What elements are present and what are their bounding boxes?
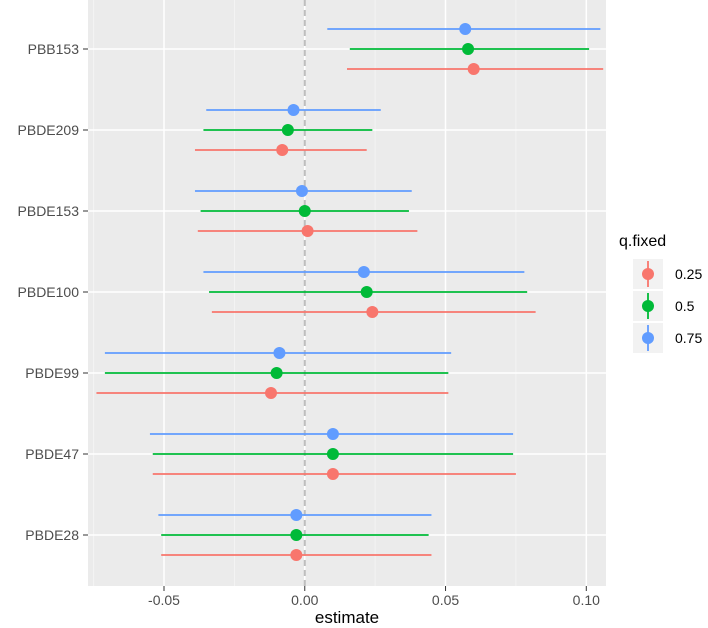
- data-marks: [96, 23, 604, 561]
- estimate-point: [276, 144, 289, 156]
- x-axis-title: estimate: [315, 608, 379, 627]
- estimate-point: [295, 185, 308, 197]
- legend-title: q.fixed: [619, 233, 666, 250]
- legend: q.fixed 0.25 0.5 0.75: [619, 233, 702, 353]
- y-tick-label: PBDE47: [25, 446, 79, 462]
- estimate-point: [287, 104, 300, 116]
- legend-label: 0.25: [675, 266, 702, 282]
- x-tick-label: 0.10: [573, 592, 600, 608]
- y-tick-label: PBDE153: [18, 203, 80, 219]
- y-tick-label: PBDE99: [25, 365, 79, 381]
- estimate-point: [264, 387, 277, 399]
- x-tick-label: -0.05: [148, 592, 180, 608]
- estimate-point: [357, 266, 370, 278]
- estimate-point: [290, 529, 303, 541]
- legend-label: 0.75: [675, 330, 702, 346]
- legend-key-point: [642, 268, 654, 280]
- plot-panel: [88, 0, 606, 586]
- x-tick-label: 0.05: [432, 592, 459, 608]
- estimate-point: [459, 23, 472, 35]
- estimate-point: [326, 428, 339, 440]
- estimate-point: [281, 124, 294, 136]
- estimate-point: [273, 347, 286, 359]
- estimate-point: [366, 306, 379, 318]
- estimate-point: [467, 63, 480, 75]
- y-tick-label: PBDE209: [18, 122, 80, 138]
- estimate-point: [290, 549, 303, 561]
- estimate-point: [298, 205, 311, 217]
- estimate-point: [360, 286, 373, 298]
- y-axis: PBB153 PBDE209 PBDE153 PBDE100 PBDE99 PBDE47 P…: [18, 41, 88, 543]
- y-tick-label: PBDE100: [18, 284, 80, 300]
- x-tick-label: 0.00: [291, 592, 318, 608]
- estimate-point: [290, 509, 303, 521]
- y-tick-label: PBDE28: [25, 527, 79, 543]
- estimate-point: [270, 367, 283, 379]
- legend-key-point: [642, 332, 654, 344]
- legend-key-point: [642, 300, 654, 312]
- estimate-point: [326, 468, 339, 480]
- x-axis: -0.05 0.00 0.05 0.10: [148, 586, 600, 608]
- estimate-point: [462, 43, 475, 55]
- minor-gridlines: [93, 0, 517, 586]
- estimate-point: [301, 225, 314, 237]
- estimate-point: [326, 448, 339, 460]
- legend-label: 0.5: [675, 298, 695, 314]
- y-tick-label: PBB153: [28, 41, 80, 57]
